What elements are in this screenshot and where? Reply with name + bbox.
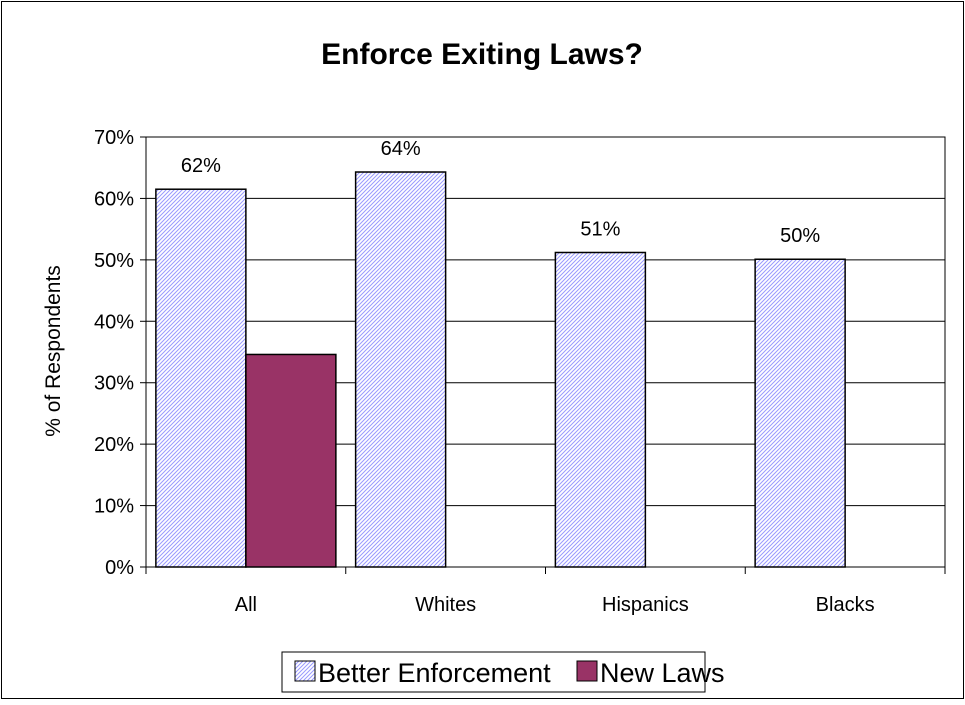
y-tick-label: 40% [94,311,134,333]
legend-swatch-better-enforcement [294,660,316,682]
y-tick-label: 20% [94,434,134,456]
data-label: 64% [381,138,421,160]
bars [155,171,846,568]
bar-new-laws [245,353,337,568]
chart-title: Enforce Exiting Laws? [321,38,643,71]
y-tick-label: 60% [94,188,134,210]
legend: Better Enforcement New Laws [281,651,725,693]
x-tick-label: All [235,594,257,616]
y-tick-label: 0% [105,557,134,579]
data-label: 50% [780,225,820,247]
x-tick-label: Blacks [816,594,875,616]
data-label: 62% [181,155,221,177]
y-tick-label: 10% [94,496,134,518]
legend-swatch-new-laws [576,660,598,682]
data-label: 51% [580,218,620,240]
data-labels: 62% 64% 51% 50% [181,138,820,247]
legend-box [281,651,706,693]
legend-label-new-laws: New Laws [600,658,725,688]
y-tick-label: 70% [94,127,134,149]
legend-label-better-enforcement: Better Enforcement [318,658,551,688]
y-axis: 0% 10% 20% 30% 40% 50% 60% 70% [94,127,146,579]
bar-better-enforcement [354,171,447,568]
x-tick-label: Whites [415,594,476,616]
x-axis: All Whites Hispanics Blacks [145,567,946,616]
bar-better-enforcement [754,258,846,568]
bar-better-enforcement [155,188,247,568]
x-tick-label: Hispanics [602,594,689,616]
y-tick-label: 30% [94,373,134,395]
y-axis-label: % of Respondents [42,265,65,437]
bar-better-enforcement [554,251,647,568]
y-tick-label: 50% [94,250,134,272]
